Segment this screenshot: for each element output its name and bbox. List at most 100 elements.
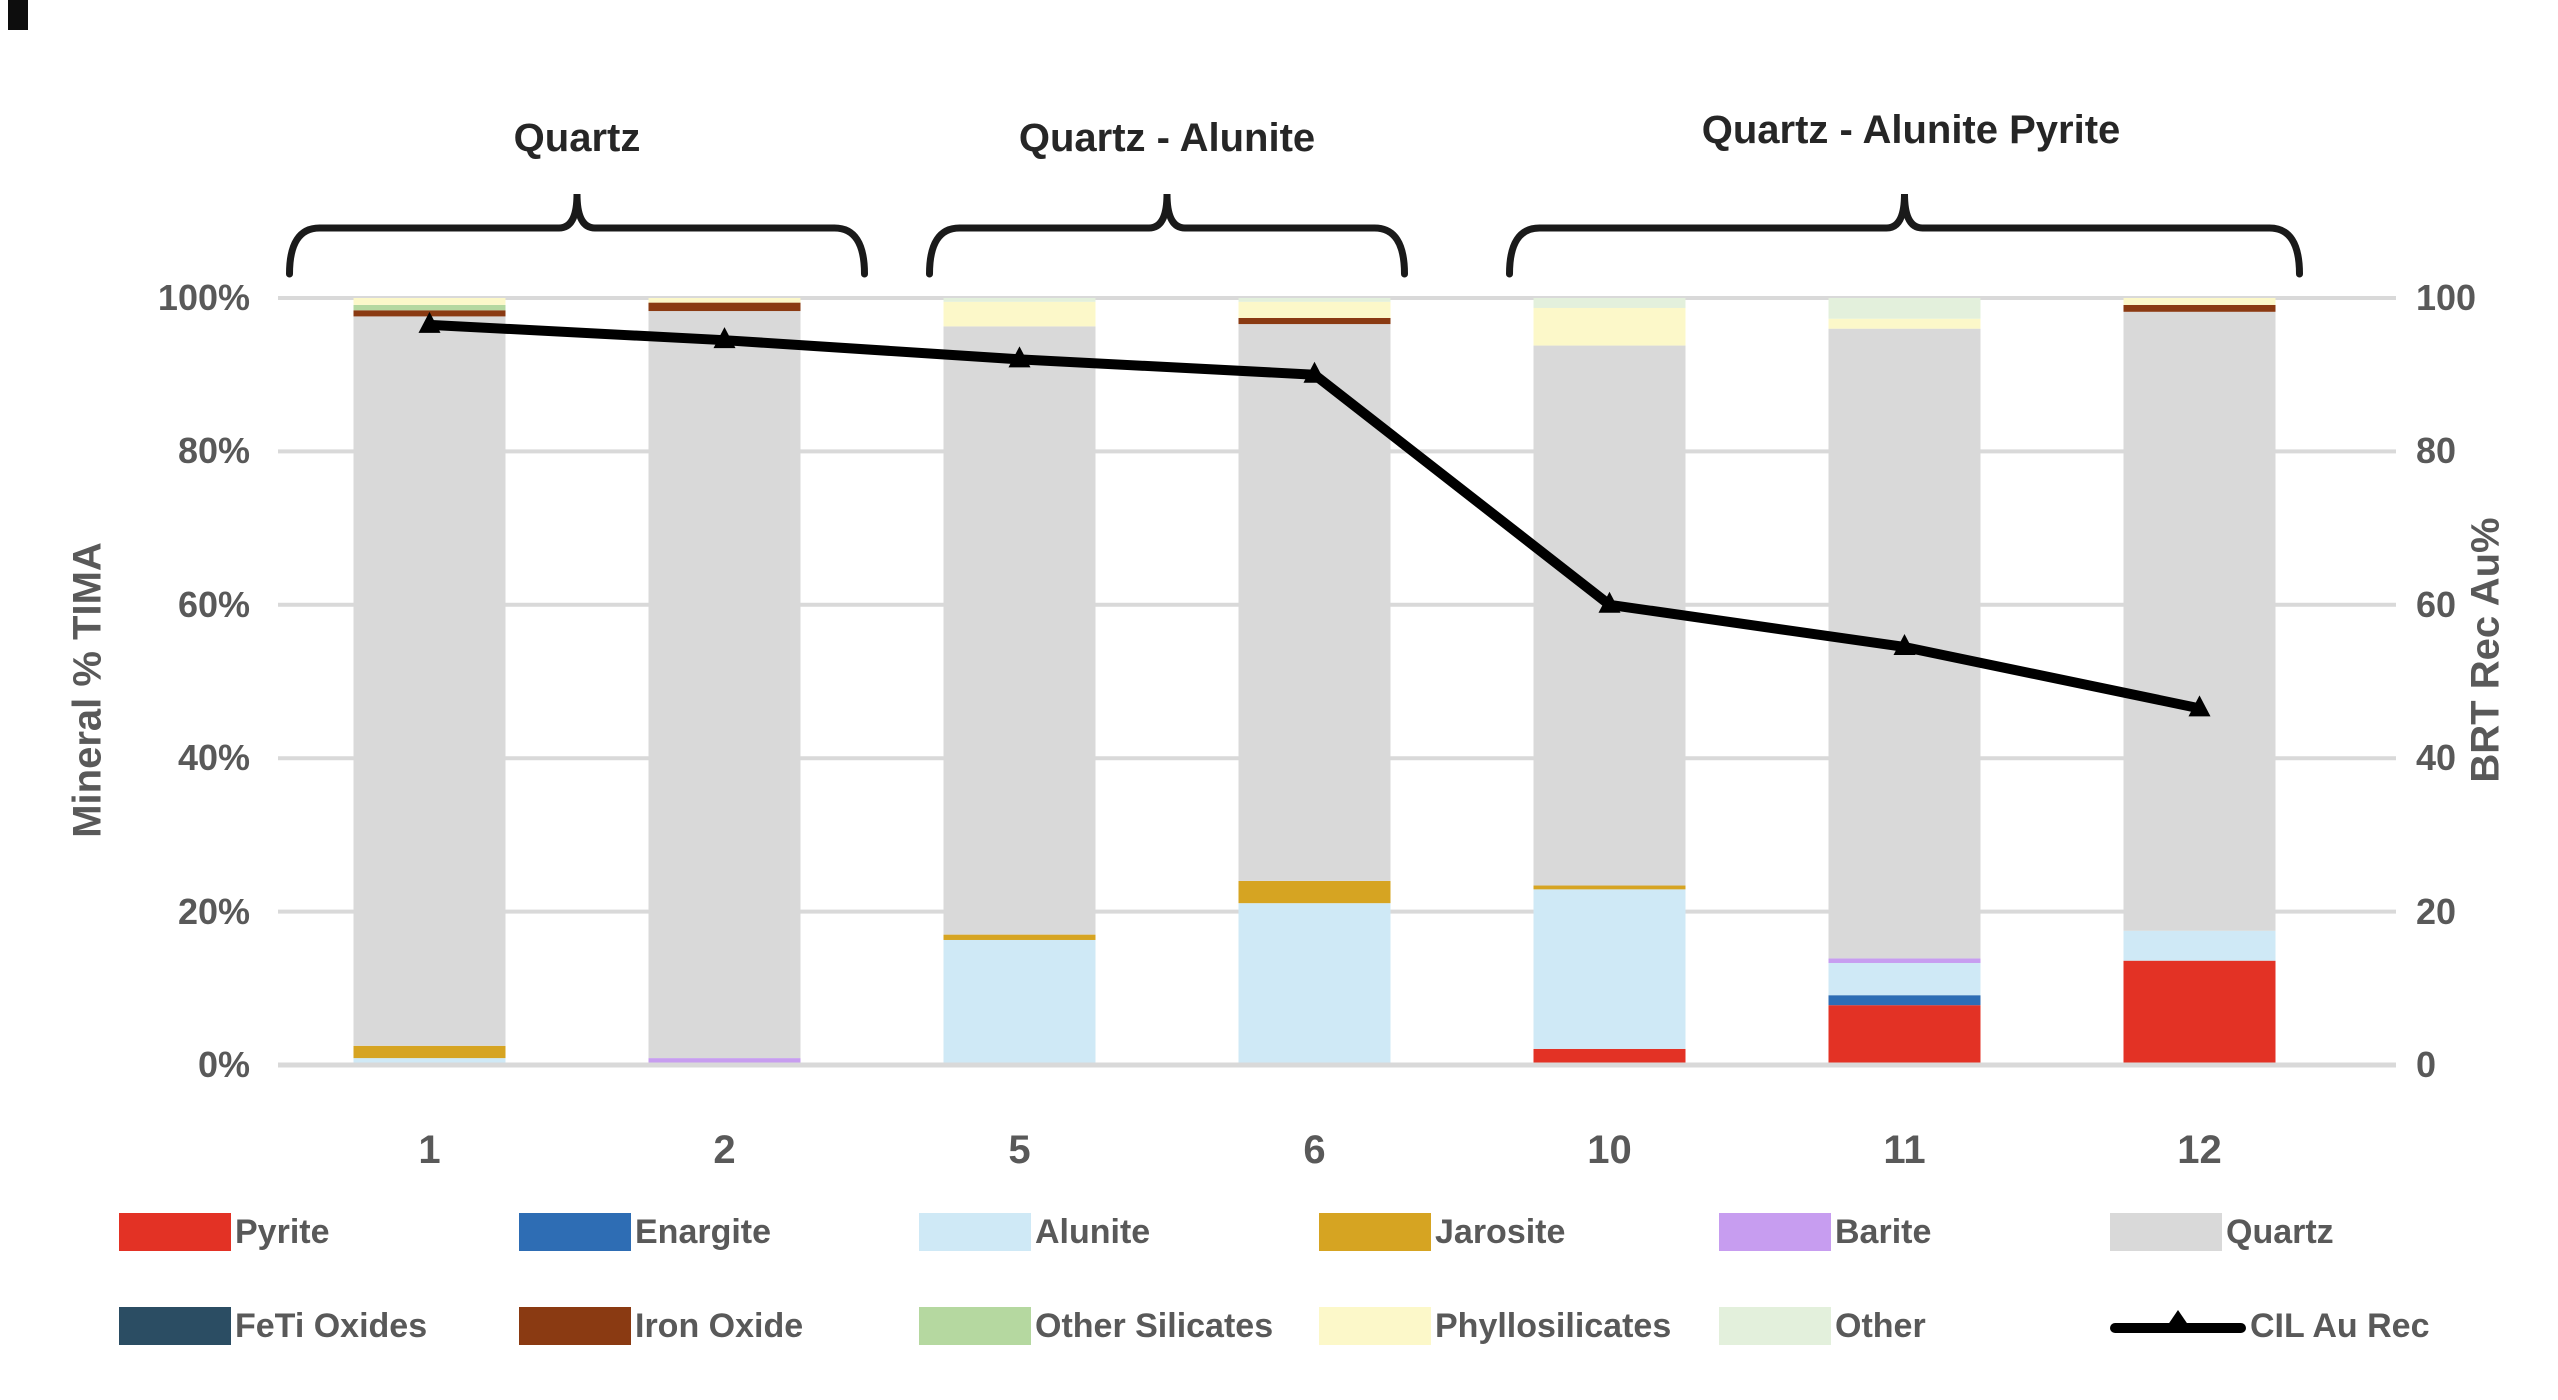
y-tick-left: 40%	[177, 737, 250, 779]
legend-item-other-silicates: Other Silicates	[919, 1304, 1273, 1348]
bar-segment-alunite	[2123, 930, 2276, 961]
bar-segment-jarosite	[943, 934, 1096, 940]
legend-label: Enargite	[635, 1212, 772, 1251]
bar-segment-jarosite	[1238, 880, 1391, 904]
bar-segment-enargite	[1828, 995, 1981, 1006]
legend-label: Barite	[1835, 1212, 1932, 1251]
bar-segment-quartz	[353, 316, 506, 1046]
legend-color-swatch	[519, 1213, 631, 1251]
category-label-10: 10	[1587, 1128, 1632, 1172]
legend-label: Iron Oxide	[635, 1306, 804, 1345]
line-marker-triangle	[1598, 591, 1621, 613]
bar-segment-phyllosilicates	[353, 298, 506, 305]
bar-segment-other	[943, 298, 1096, 302]
legend-item-alunite: Alunite	[919, 1210, 1150, 1254]
line-marker-triangle	[1893, 633, 1916, 655]
legend-label: Alunite	[1035, 1212, 1151, 1251]
category-label-12: 12	[2177, 1128, 2222, 1172]
legend-label: Pyrite	[235, 1212, 330, 1251]
category-label-5: 5	[1008, 1128, 1031, 1172]
line-marker-triangle	[1303, 361, 1326, 383]
line-marker-triangle	[1008, 346, 1031, 368]
category-label-1: 1	[418, 1128, 441, 1172]
bar-segment-alunite	[1828, 962, 1981, 996]
bar-segment-phyllosilicates	[943, 301, 1096, 327]
group-bracket	[1506, 193, 2303, 278]
bar-segment-alunite	[943, 939, 1096, 1063]
bar-segment-alunite	[1533, 889, 1686, 1049]
legend-item-quartz: Quartz	[2110, 1210, 2334, 1254]
legend-label: Other Silicates	[1035, 1306, 1274, 1345]
bar-segment-other	[1533, 298, 1686, 308]
category-label-2: 2	[713, 1128, 736, 1172]
category-label-11: 11	[1883, 1128, 1926, 1172]
bar-segment-pyrite	[1828, 1005, 1981, 1065]
y-tick-right: 100	[2416, 277, 2477, 318]
y-tick-right: 60	[2416, 583, 2457, 625]
line-marker-triangle	[418, 311, 441, 333]
bar-segment-iron-oxide	[2123, 304, 2276, 312]
legend-color-swatch	[1319, 1307, 1431, 1345]
category-label-6: 6	[1303, 1128, 1326, 1172]
legend-color-swatch	[119, 1307, 231, 1345]
bar-segment-other-silicates	[353, 304, 506, 311]
legend-label: Other	[1835, 1306, 1926, 1345]
legend-label: Quartz	[2226, 1212, 2334, 1251]
bar-segment-quartz	[2123, 311, 2276, 931]
y-tick-left: 80%	[177, 430, 250, 472]
group-bracket	[926, 193, 1408, 278]
legend-label: CIL Au Rec	[2250, 1306, 2430, 1345]
legend-item-barite: Barite	[1719, 1210, 1931, 1254]
bar-segment-phyllosilicates	[1238, 301, 1391, 318]
legend-item-jarosite: Jarosite	[1319, 1210, 1565, 1254]
bar-segment-alunite	[353, 1058, 506, 1063]
legend-line-marker-icon	[2110, 1304, 2246, 1348]
legend-item-cil-au-rec: CIL Au Rec	[2110, 1304, 2429, 1348]
y-tick-left: 60%	[177, 583, 250, 625]
legend-item-feti-oxides: FeTi Oxides	[119, 1304, 427, 1348]
legend-label: Jarosite	[1435, 1212, 1566, 1251]
line-marker-triangle	[713, 327, 736, 349]
bar-segment-alunite	[1238, 903, 1391, 1063]
bar-segment-pyrite	[1533, 1048, 1686, 1065]
legend-color-swatch	[1319, 1213, 1431, 1251]
bar-segment-iron-oxide	[648, 302, 801, 312]
bar-segment-phyllosilicates	[1533, 307, 1686, 346]
legend-color-swatch	[1719, 1213, 1831, 1251]
legend-label: Phyllosilicates	[1435, 1306, 1672, 1345]
screenshot-corner-artifact	[8, 0, 28, 30]
group-label-quartz: Quartz	[513, 116, 641, 160]
bar-segment-barite	[648, 1058, 801, 1064]
legend-color-swatch	[519, 1307, 631, 1345]
y-tick-left: 100%	[157, 277, 250, 318]
bar-segment-jarosite	[353, 1045, 506, 1059]
y-axis-title-left: Mineral % TIMA	[65, 542, 110, 838]
legend-color-swatch	[919, 1213, 1031, 1251]
bar-segment-barite	[1828, 958, 1981, 963]
legend-item-pyrite: Pyrite	[119, 1210, 330, 1254]
legend-item-enargite: Enargite	[519, 1210, 771, 1254]
bar-segment-pyrite	[2123, 960, 2276, 1065]
bar-segment-phyllosilicates	[2123, 298, 2276, 305]
bar-segment-quartz	[648, 311, 801, 1059]
y-tick-right: 40	[2416, 737, 2457, 779]
bar-segment-other	[1238, 298, 1391, 302]
bar-segment-phyllosilicates	[648, 298, 801, 303]
y-tick-right: 80	[2416, 430, 2457, 472]
legend-item-phyllosilicates: Phyllosilicates	[1319, 1304, 1671, 1348]
bar-segment-quartz	[1238, 324, 1391, 881]
legend-color-swatch	[119, 1213, 231, 1251]
legend-item-other: Other	[1719, 1304, 1926, 1348]
bar-segment-iron-oxide	[1238, 317, 1391, 325]
y-axis-title-right: BRT Rec Au%	[2463, 517, 2508, 783]
group-bracket	[286, 193, 868, 278]
line-marker-triangle	[2188, 695, 2211, 717]
legend-label: FeTi Oxides	[235, 1306, 428, 1345]
y-tick-left: 20%	[177, 890, 250, 932]
legend-color-swatch	[2110, 1213, 2222, 1251]
bar-segment-other	[1828, 298, 1981, 319]
legend-color-swatch	[1719, 1307, 1831, 1345]
legend-color-swatch	[919, 1307, 1031, 1345]
